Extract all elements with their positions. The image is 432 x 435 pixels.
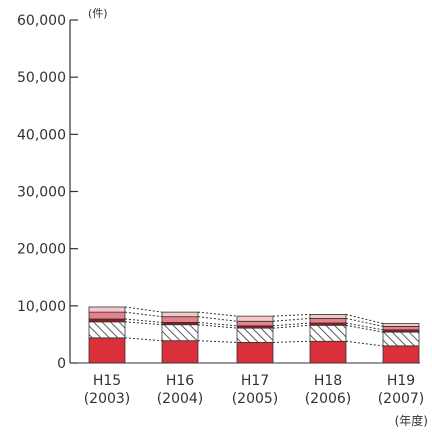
- connector-line: [272, 340, 311, 343]
- bar-segment: [88, 337, 126, 364]
- connector-line: [345, 324, 384, 333]
- connector-lines: [124, 306, 384, 347]
- connector-line: [124, 321, 163, 326]
- bar-segment: [382, 323, 420, 327]
- connector-line: [197, 316, 238, 322]
- x-tick-label: H16: [166, 373, 194, 389]
- bar-segment: [309, 314, 347, 319]
- bar-segment: [161, 316, 199, 323]
- bars: [88, 306, 420, 364]
- bar-segment: [161, 324, 199, 342]
- bar-segment: [309, 318, 347, 324]
- bar-segment: [161, 340, 199, 364]
- connector-line: [272, 322, 311, 327]
- x-tick-year-label: (2007): [378, 391, 425, 407]
- y-tick-label: 40,000: [17, 127, 66, 143]
- bar-segment: [236, 342, 274, 364]
- y-tick-label: 50,000: [17, 70, 66, 86]
- y-unit-label: (件): [88, 7, 108, 20]
- x-tick-label: H18: [314, 373, 342, 389]
- connector-line: [197, 311, 238, 317]
- bar-segment: [309, 340, 347, 364]
- bar-segment: [382, 331, 420, 347]
- y-tick-label: 10,000: [17, 299, 66, 315]
- connector-line: [124, 306, 163, 313]
- y-tick-label: 30,000: [17, 185, 66, 201]
- connector-line: [124, 311, 163, 318]
- bar-segment: [236, 315, 274, 322]
- connector-line: [272, 317, 311, 322]
- x-tick-year-label: (2006): [305, 391, 352, 407]
- x-tick-year-label: (2004): [157, 391, 204, 407]
- x-unit-label: (年度): [395, 413, 428, 428]
- connector-line: [197, 340, 238, 343]
- connector-line: [197, 321, 238, 327]
- bar-segment: [309, 324, 347, 342]
- connector-line: [345, 340, 384, 347]
- bar-segment: [236, 327, 274, 343]
- x-tick-label: H15: [93, 373, 121, 389]
- connector-line: [272, 313, 311, 317]
- bar-segment: [382, 345, 420, 364]
- bar-segment: [88, 306, 126, 313]
- x-tick-year-label: (2005): [232, 391, 279, 407]
- x-tick-label: H17: [241, 373, 269, 389]
- bar-segment: [161, 311, 199, 318]
- x-tick-year-label: (2003): [84, 391, 131, 407]
- connector-line: [197, 324, 238, 329]
- x-tick-label: H19: [387, 373, 415, 389]
- y-tick-label: 0: [57, 356, 66, 372]
- connector-line: [345, 313, 384, 325]
- bar-segment: [88, 321, 126, 339]
- y-tick-label: 60,000: [17, 13, 66, 29]
- bar-segment: [382, 326, 420, 331]
- bar-segment: [88, 318, 126, 323]
- y-tick-label: 20,000: [17, 242, 66, 258]
- connector-line: [124, 337, 163, 342]
- bar-segment: [236, 320, 274, 327]
- labels: 0 10,000 20,000 30,000 40,000 50,000 60,000 (件)…: [17, 7, 428, 428]
- bar-segment: [88, 311, 126, 320]
